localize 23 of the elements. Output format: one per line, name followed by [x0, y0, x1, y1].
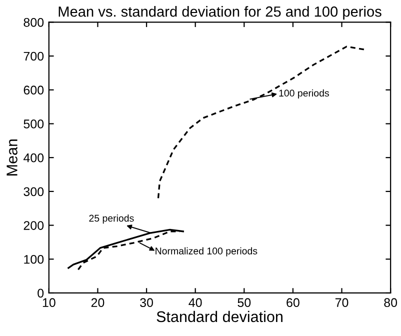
- y-tick-label: 600: [24, 86, 44, 95]
- annotation: 25 periods: [89, 214, 134, 224]
- y-tick-label: 400: [23, 153, 44, 162]
- y-tick-label: 500: [24, 120, 44, 128]
- y-tick-label: 100: [24, 254, 44, 264]
- annotation: 100 periods: [279, 89, 329, 98]
- chart-title: Mean vs. standard deviation for 25 and 100 perios: [58, 6, 382, 20]
- x-axis-title: Standard deviation: [156, 310, 282, 322]
- y-tick-label: 300: [24, 187, 44, 196]
- x-tick-label: 20: [91, 298, 104, 308]
- x-tick-label: 70: [335, 298, 348, 308]
- y-tick-label: 200: [24, 221, 44, 230]
- x-tick-label: 30: [140, 298, 153, 308]
- y-tick-label: 800: [24, 18, 44, 27]
- x-tick-label: 80: [384, 298, 398, 308]
- x-tick-label: 10: [42, 298, 56, 308]
- y-tick-label: 0: [38, 288, 44, 298]
- y-tick-label: 700: [24, 52, 44, 61]
- x-tick-label: 50: [238, 298, 251, 308]
- x-tick-label: 60: [286, 298, 300, 308]
- x-tick-label: 40: [188, 298, 202, 308]
- y-axis-title: Mean: [6, 139, 18, 176]
- annotation: Normalized 100 periods: [156, 247, 258, 256]
